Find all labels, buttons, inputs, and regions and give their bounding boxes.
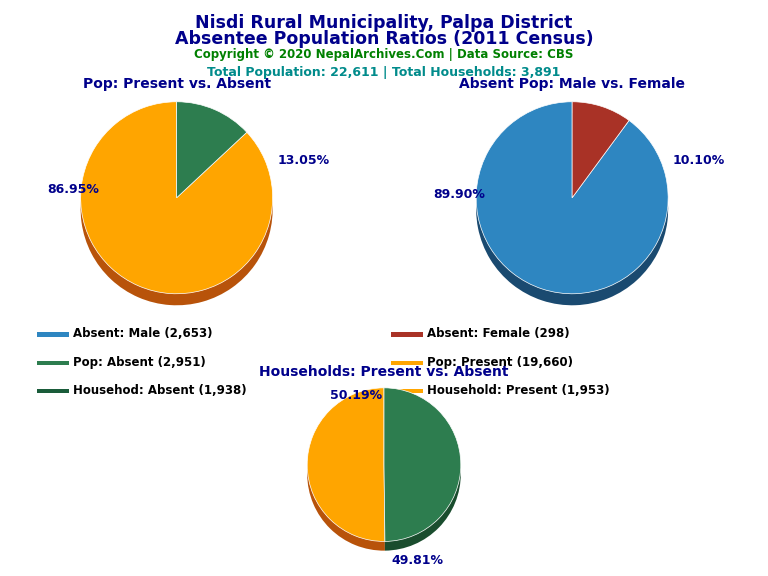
Text: Total Population: 22,611 | Total Households: 3,891: Total Population: 22,611 | Total Househo… <box>207 66 561 79</box>
Wedge shape <box>307 397 385 551</box>
Title: Households: Present vs. Absent: Households: Present vs. Absent <box>260 365 508 379</box>
Title: Absent Pop: Male vs. Female: Absent Pop: Male vs. Female <box>459 77 685 91</box>
Wedge shape <box>384 397 461 551</box>
Text: 86.95%: 86.95% <box>47 183 99 196</box>
Title: Pop: Present vs. Absent: Pop: Present vs. Absent <box>83 77 270 91</box>
Text: 89.90%: 89.90% <box>433 188 485 201</box>
Text: Pop: Present (19,660): Pop: Present (19,660) <box>427 355 573 369</box>
Text: Nisdi Rural Municipality, Palpa District: Nisdi Rural Municipality, Palpa District <box>195 14 573 32</box>
Wedge shape <box>476 113 668 305</box>
Text: 50.19%: 50.19% <box>330 389 382 403</box>
Wedge shape <box>476 102 668 294</box>
Wedge shape <box>572 102 629 198</box>
FancyBboxPatch shape <box>391 361 423 365</box>
Text: Pop: Absent (2,951): Pop: Absent (2,951) <box>73 355 206 369</box>
Text: Household: Present (1,953): Household: Present (1,953) <box>427 384 610 397</box>
FancyBboxPatch shape <box>391 332 423 337</box>
Text: Absentee Population Ratios (2011 Census): Absentee Population Ratios (2011 Census) <box>174 30 594 48</box>
Wedge shape <box>81 113 273 305</box>
FancyBboxPatch shape <box>38 361 69 365</box>
Text: 49.81%: 49.81% <box>392 555 444 567</box>
Text: 10.10%: 10.10% <box>673 154 725 167</box>
Text: 13.05%: 13.05% <box>277 154 329 167</box>
Text: Absent: Female (298): Absent: Female (298) <box>427 327 570 340</box>
Wedge shape <box>572 113 629 209</box>
Wedge shape <box>177 102 247 198</box>
Text: Absent: Male (2,653): Absent: Male (2,653) <box>73 327 213 340</box>
Wedge shape <box>81 102 273 294</box>
FancyBboxPatch shape <box>38 332 69 337</box>
Text: Househod: Absent (1,938): Househod: Absent (1,938) <box>73 384 247 397</box>
Text: Copyright © 2020 NepalArchives.Com | Data Source: CBS: Copyright © 2020 NepalArchives.Com | Dat… <box>194 48 574 62</box>
Wedge shape <box>307 388 385 541</box>
FancyBboxPatch shape <box>391 389 423 393</box>
Wedge shape <box>384 388 461 541</box>
FancyBboxPatch shape <box>38 389 69 393</box>
Wedge shape <box>177 113 247 209</box>
